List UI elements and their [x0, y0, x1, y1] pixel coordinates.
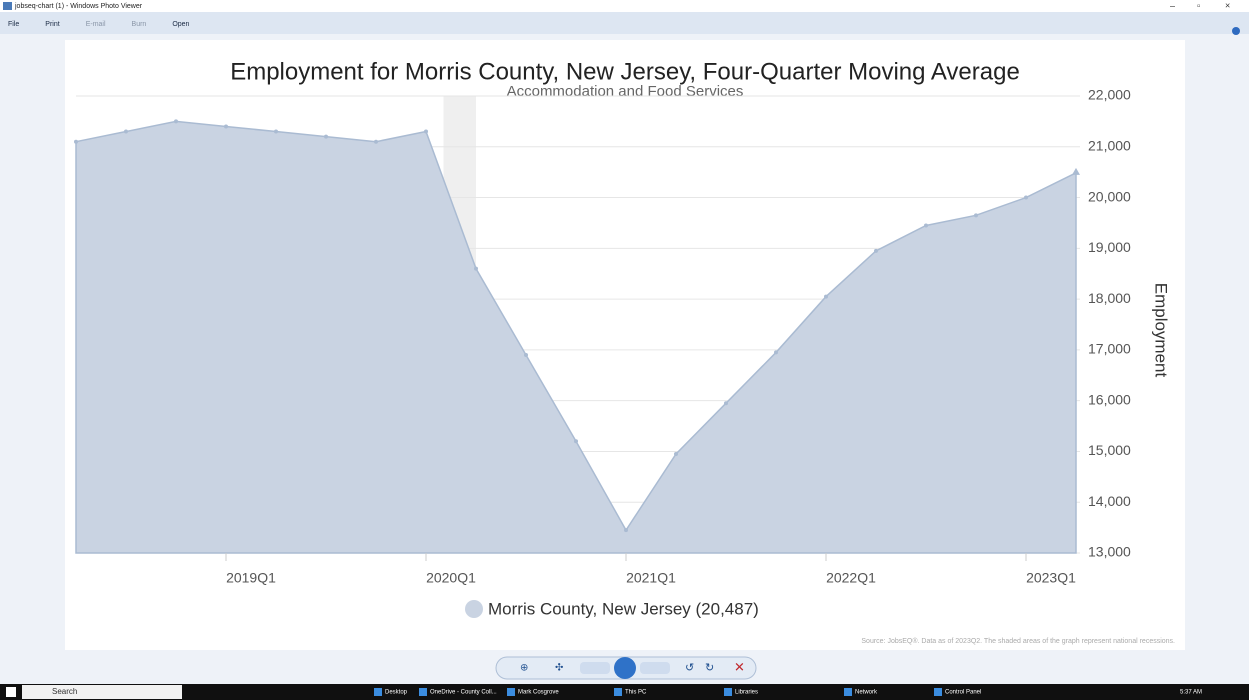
area [75, 120, 1077, 554]
point [124, 129, 128, 134]
legend-label: Morris County, New Jersey (20,487) [488, 599, 759, 618]
point [974, 213, 978, 218]
app-icon [3, 2, 12, 10]
rotate-left[interactable]: ↺ [685, 662, 694, 674]
taskbar-icon[interactable] [374, 688, 382, 696]
taskbar-item[interactable]: OneDrive - County Coll... [430, 690, 497, 696]
point [924, 223, 928, 228]
x-tick-label: 2023Q1 [1026, 570, 1076, 586]
taskbar-item[interactable]: Control Panel [945, 690, 981, 696]
point [524, 352, 528, 357]
window-title: jobseq-chart (1) - Windows Photo Viewer [14, 3, 143, 10]
rotate-right[interactable]: ↻ [705, 662, 714, 674]
point [474, 266, 478, 271]
y-tick-label: 15,000 [1088, 442, 1131, 458]
chart-title: Employment for Morris County, New Jersey… [230, 58, 1020, 85]
x-tick-label: 2020Q1 [426, 570, 476, 586]
point [624, 528, 628, 533]
taskbar-icon[interactable] [614, 688, 622, 696]
search-box[interactable] [22, 685, 182, 699]
taskbar-icon[interactable] [724, 688, 732, 696]
taskbar-item[interactable]: Desktop [385, 690, 408, 696]
menu-item[interactable]: Burn [132, 21, 147, 28]
point [74, 139, 78, 144]
y-tick-label: 22,000 [1088, 87, 1131, 103]
x-tick-label: 2021Q1 [626, 570, 676, 586]
restore[interactable]: ▫ [1197, 0, 1200, 10]
menu-item[interactable]: E-mail [86, 21, 106, 28]
point [174, 119, 178, 124]
delete-button[interactable]: ✕ [734, 659, 745, 674]
x-tick-label: 2019Q1 [226, 570, 276, 586]
zoom-button[interactable]: ⊕ [520, 663, 528, 674]
taskbar-item[interactable]: Network [855, 690, 878, 696]
point [1024, 195, 1028, 200]
clock: 5:37 AM [1180, 690, 1202, 696]
point [574, 439, 578, 444]
taskbar-icon[interactable] [507, 688, 515, 696]
menu-item[interactable]: File [8, 21, 19, 28]
point [324, 134, 328, 139]
taskbar-icon[interactable] [419, 688, 427, 696]
close[interactable]: × [1225, 0, 1230, 10]
taskbar-items: Search Desktop OneDrive - County Coll... Ma… [22, 685, 1202, 699]
point [374, 139, 378, 144]
prev-button[interactable] [580, 662, 610, 674]
legend-swatch [465, 600, 483, 618]
point [424, 129, 428, 134]
next-button[interactable] [640, 662, 670, 674]
fit-button[interactable]: ✣ [555, 663, 563, 674]
menu-item[interactable]: Print [45, 21, 59, 28]
chart: Employment for Morris County, New Jersey… [74, 58, 1175, 645]
start-button[interactable] [6, 687, 16, 697]
y-tick-label: 21,000 [1088, 137, 1131, 153]
point [274, 129, 278, 134]
point [1072, 167, 1080, 175]
point [874, 248, 878, 253]
help[interactable] [1232, 27, 1240, 35]
menu-bar [0, 12, 1249, 34]
source-note: Source: JobsEQ®. Data as of 2023Q2. The … [861, 637, 1175, 645]
point [724, 401, 728, 406]
y-tick-label: 16,000 [1088, 391, 1131, 407]
minimize[interactable]: – [1170, 0, 1175, 10]
point [224, 124, 228, 129]
title-bar [0, 0, 1249, 12]
search-label[interactable]: Search [52, 687, 77, 696]
point [774, 350, 778, 355]
taskbar-icon[interactable] [844, 688, 852, 696]
x-tick-label: 2022Q1 [826, 570, 876, 586]
y-tick-label: 19,000 [1088, 239, 1131, 255]
y-tick-label: 20,000 [1088, 188, 1131, 204]
taskbar-item[interactable]: This PC [625, 690, 647, 696]
point [674, 451, 678, 456]
menu: File Print E-mail Burn Open [8, 21, 190, 28]
y-axis-label: Employment [1152, 283, 1171, 378]
y-tick-label: 14,000 [1088, 493, 1131, 509]
taskbar-item[interactable]: Mark Cosgrove [518, 690, 559, 696]
y-tick-label: 17,000 [1088, 341, 1131, 357]
y-tick-label: 18,000 [1088, 290, 1131, 306]
taskbar-item[interactable]: Libraries [735, 690, 758, 696]
slideshow-button[interactable] [614, 657, 636, 679]
taskbar-icon[interactable] [934, 688, 942, 696]
menu-item[interactable]: Open [172, 21, 189, 28]
point [824, 294, 828, 299]
chart-subtitle: Accommodation and Food Services [507, 83, 744, 100]
y-tick-label: 13,000 [1088, 544, 1131, 560]
